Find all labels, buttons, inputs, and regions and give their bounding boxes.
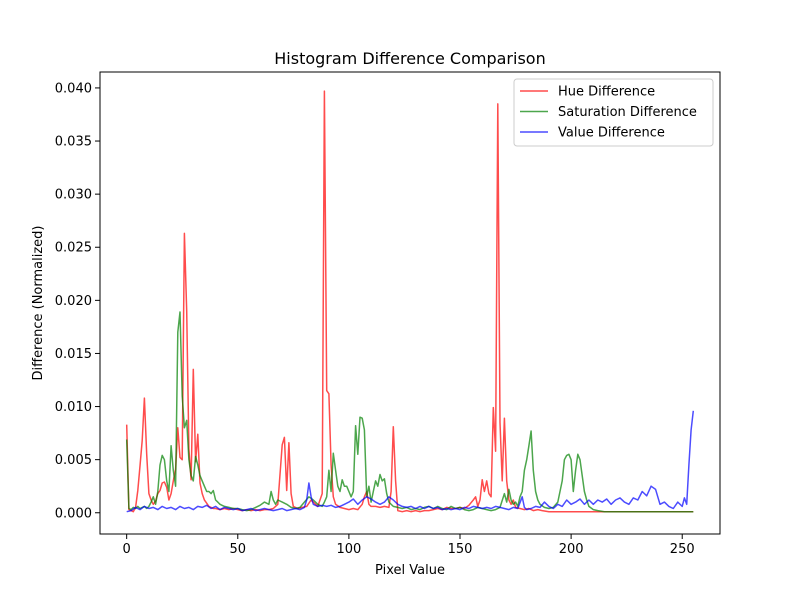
y-tick-label: 0.010 [55,400,92,415]
legend: Hue Difference Saturation Difference Value… [513,78,714,147]
legend-label-0: Hue Difference [558,85,655,100]
x-tick-label: 150 [448,542,473,557]
x-axis-ticks: 0 50 100 150 200 250 [123,534,695,557]
y-tick-label: 0.035 [55,135,92,150]
y-axis-ticks: 0.000 0.005 0.010 0.015 0.020 0.025 0.030 0.035… [55,81,100,521]
series-line-2 [126,410,695,513]
x-tick-label: 50 [230,542,247,557]
x-tick-label: 200 [559,542,584,557]
y-tick-label: 0.030 [55,188,92,203]
series-line-0 [125,90,694,513]
plot-lines [125,90,695,513]
y-tick-label: 0.020 [55,294,92,309]
y-tick-label: 0.005 [55,453,92,468]
y-tick-label: 0.000 [55,506,92,521]
x-tick-label: 0 [123,542,131,557]
plot-frame [99,71,721,535]
x-tick-label: 100 [336,542,361,557]
y-tick-label: 0.040 [55,81,92,96]
y-tick-label: 0.025 [55,241,92,256]
legend-box [513,78,714,147]
chart-title: Histogram Difference Comparison [274,49,545,68]
y-tick-label: 0.015 [55,347,92,362]
x-axis-label: Pixel Value [375,563,445,578]
x-tick-label: 250 [670,542,695,557]
series-line-1 [125,311,694,513]
y-axis-label: Difference (Normalized) [31,225,46,380]
legend-label-1: Saturation Difference [558,105,697,120]
legend-label-2: Value Difference [558,126,665,141]
